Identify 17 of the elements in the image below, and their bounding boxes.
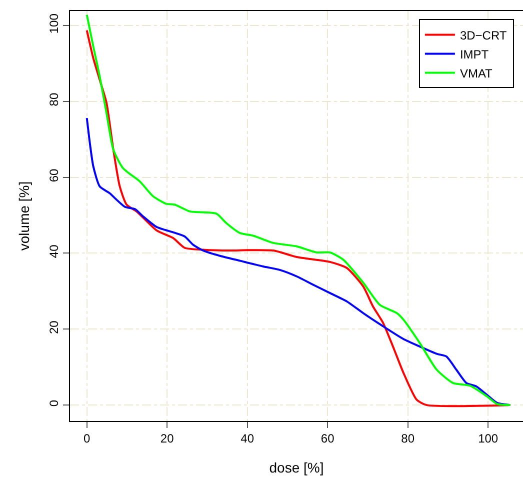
x-tick-label: 20 <box>160 431 174 446</box>
x-tick-label: 40 <box>240 431 254 446</box>
y-tick-label: 40 <box>47 244 62 258</box>
y-tick-label: 60 <box>47 168 62 182</box>
legend-label: 3D−CRT <box>460 28 508 42</box>
legend-label: VMAT <box>460 66 494 80</box>
x-tick-label: 80 <box>401 431 415 446</box>
x-tick-label: 100 <box>478 431 498 446</box>
x-tick-label: 60 <box>320 431 335 446</box>
y-tick-label: 0 <box>47 400 62 407</box>
x-axis-title: dose [%] <box>269 460 324 476</box>
y-axis-title: volume [%] <box>16 181 32 251</box>
x-tick-label: 0 <box>84 431 91 446</box>
y-tick-label: 80 <box>47 92 62 106</box>
y-tick-label: 20 <box>47 320 62 334</box>
y-tick-label: 100 <box>47 13 62 34</box>
legend-label: IMPT <box>460 47 490 62</box>
